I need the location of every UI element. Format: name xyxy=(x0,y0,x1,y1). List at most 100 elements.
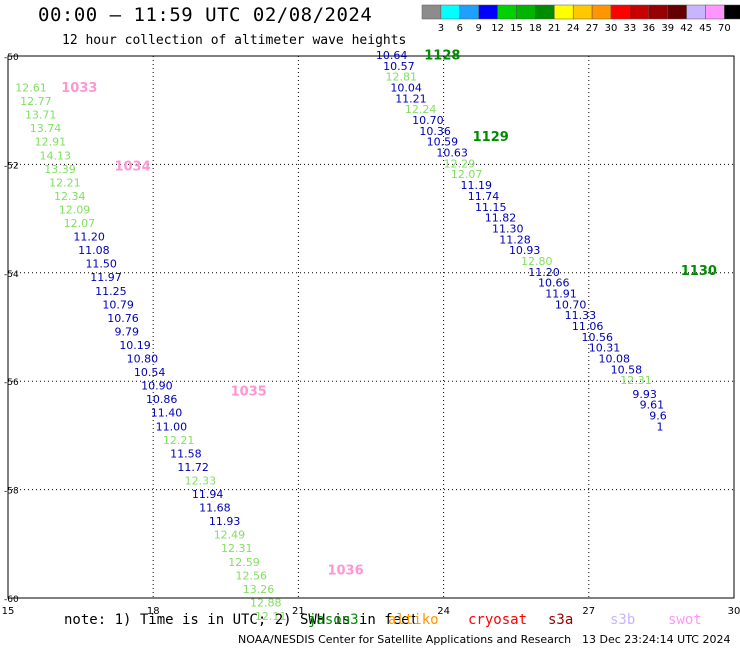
colorbar-tick-label: 12 xyxy=(491,23,504,34)
x-tick-label: 15 xyxy=(2,606,15,617)
wave-height-label: 12.21 xyxy=(49,176,81,189)
wave-height-label: 10.66 xyxy=(538,277,570,290)
colorbar-tick-label: 15 xyxy=(510,23,523,34)
track-label: 1033 xyxy=(61,81,97,96)
legend-satellite-swot: swot xyxy=(668,612,702,628)
wave-height-label: 10.86 xyxy=(146,393,178,406)
wave-height-label: 11.97 xyxy=(90,271,122,284)
colorbar-swatch xyxy=(686,4,706,20)
note-text: note: 1) Time is in UTC; 2) SWH is in fe… xyxy=(64,612,419,628)
wave-height-label: 12.31 xyxy=(221,542,253,555)
wave-height-label: 12.31 xyxy=(620,374,652,387)
wave-height-label: 12.29 xyxy=(444,157,476,170)
wave-height-label: 10.80 xyxy=(127,353,159,366)
wave-height-label: 11.58 xyxy=(170,447,202,460)
track-label: 1035 xyxy=(231,385,267,400)
wave-height-label: 10.58 xyxy=(611,363,643,376)
y-tick-label: -56 xyxy=(4,378,19,388)
page-title: 00:00 – 11:59 UTC 02/08/2024 xyxy=(38,4,373,26)
legend-satellite-cryosat: cryosat xyxy=(468,612,528,628)
wave-height-label: 10.19 xyxy=(119,339,151,352)
colorbar-tick-label: 39 xyxy=(661,23,674,34)
y-tick-label: -52 xyxy=(4,161,19,171)
wave-height-label: 11.33 xyxy=(565,309,597,322)
x-tick-label: 27 xyxy=(582,606,595,617)
wave-height-label: 12.59 xyxy=(228,556,260,569)
wave-height-label: 13.39 xyxy=(44,163,76,176)
wave-height-label: 12.09 xyxy=(59,203,91,216)
colorbar-swatch xyxy=(516,4,536,20)
wave-height-label: 10.70 xyxy=(412,114,444,127)
wave-height-label: 11.40 xyxy=(151,407,183,420)
y-tick-label: -58 xyxy=(4,487,19,497)
wave-height-label: 11.50 xyxy=(85,258,117,271)
track-label: 1128 xyxy=(424,49,460,64)
wave-height-label: 12.49 xyxy=(214,529,246,542)
wave-height-label: 11.06 xyxy=(572,320,604,333)
wave-height-label: 10.93 xyxy=(509,244,541,257)
wave-height-label: 12.07 xyxy=(451,168,483,181)
colorbar-tick-label: 42 xyxy=(680,23,693,34)
colorbar-tick-label: 24 xyxy=(567,23,580,34)
wave-height-label: 13.71 xyxy=(25,109,57,122)
colorbar-tick-label: 18 xyxy=(529,23,542,34)
wave-height-label: 10.54 xyxy=(134,366,166,379)
wave-height-label: 11.15 xyxy=(475,201,507,214)
wave-height-label: 11.28 xyxy=(499,233,531,246)
wave-height-label: 12.21 xyxy=(163,434,195,447)
wave-height-label: 12.61 xyxy=(15,82,47,95)
colorbar-tick-label: 36 xyxy=(642,23,655,34)
wave-height-label: 10.63 xyxy=(436,147,468,160)
wave-height-label: 12.33 xyxy=(185,474,217,487)
wave-height-label: 12.77 xyxy=(20,95,51,108)
colorbar-tick-label: 33 xyxy=(624,23,637,34)
colorbar-tick-label: 45 xyxy=(699,23,712,34)
wave-height-label: 12.07 xyxy=(64,217,96,230)
x-tick-label: 18 xyxy=(147,606,160,617)
colorbar-tick-label: 30 xyxy=(605,23,618,34)
colorbar-tick-label: 21 xyxy=(548,23,561,34)
track-label: 1036 xyxy=(327,563,363,578)
wave-height-label: 11.00 xyxy=(156,420,188,433)
wave-height-label: 13.74 xyxy=(30,122,61,135)
wave-height-label: 11.20 xyxy=(73,231,105,244)
colorbar-swatch xyxy=(667,4,687,20)
colorbar-swatch xyxy=(591,4,612,20)
colorbar-swatch xyxy=(459,4,479,20)
wave-height-label: 11.91 xyxy=(545,287,577,300)
wave-height-label: 10.79 xyxy=(102,298,134,311)
colorbar-swatch xyxy=(554,4,574,20)
track-label: 1129 xyxy=(473,130,509,145)
colorbar-swatch xyxy=(724,4,740,20)
wave-height-label: 12.81 xyxy=(386,71,418,84)
wave-height-label: 12.34 xyxy=(54,190,85,203)
wave-height-label: 11.74 xyxy=(468,190,500,203)
legend-satellite-s3b: s3b xyxy=(610,612,636,628)
track-label: 1034 xyxy=(114,160,150,175)
wave-height-label: 12.88 xyxy=(250,596,282,609)
wave-height-label: 10.90 xyxy=(141,380,173,393)
track-label: 1130 xyxy=(681,264,717,279)
wave-height-label: 11.93 xyxy=(209,515,241,528)
wave-height-label: 9.6 xyxy=(649,409,667,422)
wave-height-label: 9.61 xyxy=(640,399,665,412)
x-tick-label: 21 xyxy=(292,606,305,617)
colorbar-swatch xyxy=(648,4,668,20)
x-tick-label: 30 xyxy=(728,606,740,617)
colorbar-tick-label: 70 xyxy=(718,23,731,34)
colorbar-tick-label: 27 xyxy=(586,23,599,34)
colorbar-swatch xyxy=(535,4,555,20)
wave-height-label: 11.25 xyxy=(95,285,127,298)
wave-height-label: 1 xyxy=(657,420,664,433)
colorbar-swatch xyxy=(440,4,461,20)
y-tick-label: -60 xyxy=(4,595,19,605)
x-tick-label: 24 xyxy=(437,606,450,617)
wave-height-label: 10.31 xyxy=(589,342,621,355)
wave-height-label: 11.21 xyxy=(395,92,427,105)
wave-height-label: 12.24 xyxy=(405,103,437,116)
footer-credit: NOAA/NESDIS Center for Satellite Applica… xyxy=(238,633,572,646)
colorbar-swatch xyxy=(421,4,442,20)
wave-height-label: 11.19 xyxy=(461,179,493,192)
colorbar-swatch xyxy=(497,4,517,20)
colorbar-swatch xyxy=(572,4,593,20)
